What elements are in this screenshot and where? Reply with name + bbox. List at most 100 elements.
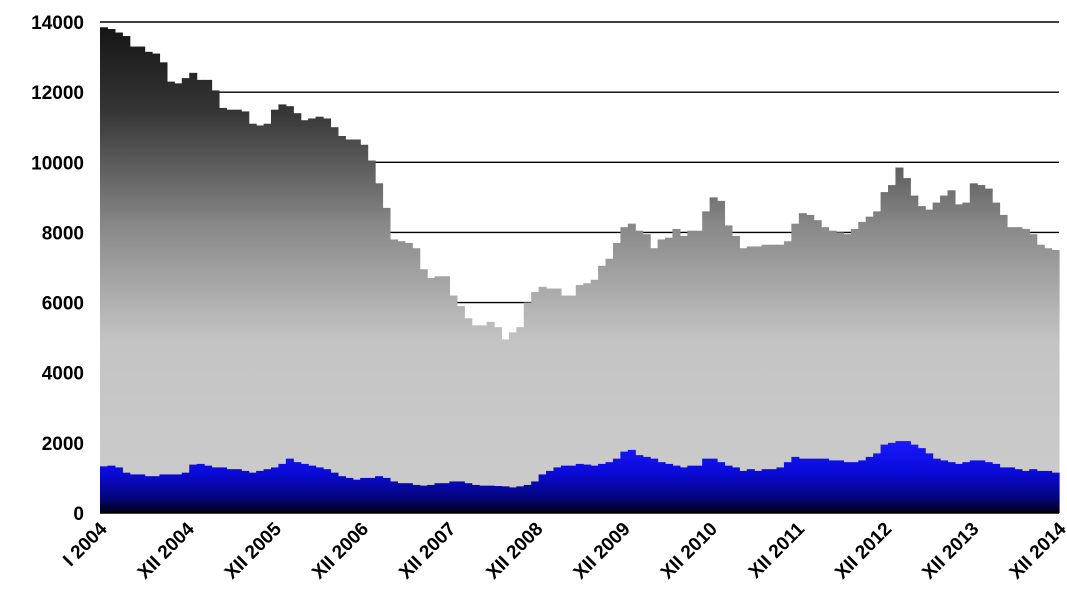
bar xyxy=(679,467,688,513)
bar xyxy=(761,469,770,513)
bar xyxy=(211,467,220,513)
bar xyxy=(323,469,332,513)
bar xyxy=(709,197,718,514)
bar xyxy=(479,485,488,513)
bar xyxy=(560,295,569,513)
bar xyxy=(367,477,376,513)
bar xyxy=(501,486,510,513)
bar xyxy=(969,183,978,513)
bar xyxy=(806,458,815,513)
bar xyxy=(494,327,503,513)
y-tick-label: 12000 xyxy=(31,83,84,104)
x-tick-label: XII 2009 xyxy=(570,519,635,584)
bar xyxy=(717,462,726,513)
bar xyxy=(434,276,443,513)
bar xyxy=(925,453,934,513)
bar xyxy=(754,246,763,513)
bar xyxy=(776,467,785,513)
bar xyxy=(850,462,859,513)
bar xyxy=(323,118,332,513)
bar xyxy=(925,209,934,513)
x-axis-tick-labels: I 2004 XII 2004 XII 2005 XII 2006 XII 2007 XI… xyxy=(59,518,1067,583)
bar xyxy=(419,485,428,513)
bar xyxy=(181,472,190,513)
bar xyxy=(375,476,384,513)
bar xyxy=(144,51,153,514)
bar xyxy=(100,27,109,513)
bar xyxy=(174,83,183,514)
bar xyxy=(717,200,726,514)
bar xyxy=(828,460,837,513)
bar xyxy=(114,467,123,513)
bar xyxy=(865,216,874,513)
bar xyxy=(940,195,949,513)
x-tick-label: XII 2012 xyxy=(831,519,896,584)
bar xyxy=(501,339,510,513)
y-tick-label: 10000 xyxy=(31,153,84,174)
bar xyxy=(1044,248,1053,513)
bar xyxy=(1021,470,1030,513)
bar xyxy=(330,127,339,514)
x-tick-label: XII 2006 xyxy=(308,519,373,584)
bar xyxy=(947,190,956,513)
bar xyxy=(308,465,317,513)
bar xyxy=(687,465,696,513)
bar xyxy=(449,295,458,513)
bar xyxy=(404,483,413,513)
bar xyxy=(888,442,897,513)
x-tick-label: XII 2011 xyxy=(745,518,809,582)
bar xyxy=(821,458,830,513)
bar xyxy=(419,269,428,513)
bar xyxy=(791,223,800,513)
bar xyxy=(769,244,778,513)
bar xyxy=(345,139,354,514)
bar xyxy=(546,288,555,513)
bar xyxy=(129,46,138,514)
bar xyxy=(657,462,666,513)
bar xyxy=(122,36,131,513)
bar xyxy=(233,109,242,514)
bar xyxy=(546,470,555,513)
bar xyxy=(397,241,406,513)
bar xyxy=(992,202,1001,513)
bar xyxy=(962,462,971,513)
bar xyxy=(278,463,287,513)
bar xyxy=(746,469,755,513)
bar xyxy=(114,32,123,514)
bar xyxy=(888,185,897,513)
bar xyxy=(471,484,480,513)
bar xyxy=(568,465,577,513)
bar xyxy=(233,469,242,513)
bar xyxy=(687,230,696,513)
bar xyxy=(152,476,161,513)
bar xyxy=(650,248,659,513)
bar xyxy=(330,472,339,513)
x-tick-label: XII 2013 xyxy=(918,519,983,584)
bar xyxy=(300,463,309,513)
bar xyxy=(107,29,116,513)
bar xyxy=(969,460,978,513)
bar xyxy=(910,444,919,513)
bar xyxy=(441,276,450,513)
y-tick-label: 0 xyxy=(73,504,84,525)
bar xyxy=(702,458,711,513)
bar xyxy=(389,481,398,513)
bar xyxy=(427,484,436,513)
bar xyxy=(783,241,792,513)
bar xyxy=(828,230,837,513)
bar xyxy=(813,220,822,513)
bar xyxy=(427,278,436,513)
bar xyxy=(902,178,911,513)
bar xyxy=(627,223,636,513)
bar xyxy=(776,244,785,513)
bar xyxy=(917,206,926,514)
bar xyxy=(635,455,644,513)
bar xyxy=(248,123,257,514)
bar xyxy=(761,244,770,513)
bar xyxy=(843,462,852,513)
bar xyxy=(590,279,599,513)
bar xyxy=(1021,228,1030,514)
bar xyxy=(612,458,621,513)
bar xyxy=(1051,249,1060,513)
